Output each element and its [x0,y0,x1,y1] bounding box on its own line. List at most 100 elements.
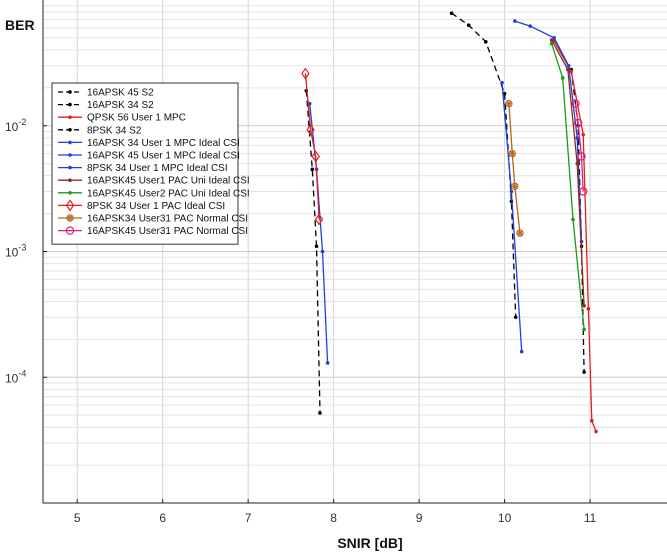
star-marker-cross [66,214,74,222]
series-7 [500,80,524,354]
circle-marker [573,118,583,128]
dot-marker [314,244,319,249]
series-8 [549,38,586,308]
dot-marker [68,153,72,157]
x-tick-label: 6 [159,511,166,525]
series-layer [301,11,598,434]
legend-label: 16APSK34 User31 PAC Normal CSI [87,214,248,225]
legend-item: 8PSK 34 S2 [58,125,142,136]
series-line [304,73,320,220]
dot-marker [68,140,72,145]
legend-item: 16APSK 45 User 1 MPC Ideal CSI [58,151,240,162]
dot-marker [68,115,72,119]
dot-marker [589,419,594,423]
circle-marker [579,187,588,196]
legend-label: 16APSK45 User1 PAC Uni Ideal CSI [87,176,250,187]
legend-item: 16APSK 34 S2 [58,100,154,111]
legend-label: 16APSK 34 S2 [87,100,154,111]
series-line [309,103,329,363]
dot-marker [575,136,580,140]
dot-marker [68,102,72,107]
dot-marker [586,307,591,311]
dot-marker [560,76,565,80]
x-tick-label: 8 [330,511,337,525]
x-tick-label: 7 [245,511,252,525]
dot-marker [68,128,72,132]
diamond-marker [311,150,320,163]
x-tick-label: 11 [584,511,597,525]
circle-marker [577,152,586,161]
series-9 [549,41,586,332]
series-11 [505,99,524,237]
circle-marker [571,99,580,108]
dot-marker [582,303,586,308]
diamond-marker [301,67,310,80]
y-tick-label: 10-4 [5,368,26,385]
series-5 [307,101,330,365]
diamond-marker [65,199,75,212]
dot-marker [318,411,322,415]
legend-item: 16APSK34 User31 PAC Normal CSI [58,214,248,225]
series-line [451,12,517,318]
diamond-marker [306,123,315,136]
circle-marker [65,226,75,235]
dot-marker [466,23,471,28]
legend-item: 16APSK45 User31 PAC Normal CSI [58,226,248,237]
legend-item: 8PSK 34 User 1 MPC Ideal CSI [58,163,228,174]
dot-marker [528,24,533,28]
x-tick-label: 9 [416,511,423,525]
dot-marker [571,217,575,222]
legend-box [51,82,239,245]
dot-marker [594,429,598,434]
star-marker-cross [516,229,524,237]
star-marker-cross [508,150,516,158]
dot-marker [569,69,574,74]
series-line [508,103,521,234]
dot-marker [549,41,554,46]
y-tick-label: 10-2 [5,117,26,134]
legend-item: 16APSK 34 User 1 MPC Ideal CSI [58,138,240,149]
dot-marker [549,38,554,42]
dot-marker [509,189,514,194]
y-tick-label: 10-3 [5,243,26,260]
legend-item: QPSK 56 User 1 MPC [58,113,186,124]
dot-marker [483,40,488,44]
dot-marker [575,161,580,166]
dot-marker [582,327,586,332]
dot-marker [566,67,570,72]
dot-marker [566,63,571,68]
dot-marker [582,370,586,374]
dot-marker [449,11,454,16]
dot-marker [68,90,72,94]
dot-marker [310,167,315,172]
legend-label: 8PSK 34 User 1 PAC Ideal CSI [87,201,225,212]
legend-item: 16APSK45 User2 PAC Uni Ideal CSI [58,188,250,199]
dot-marker [320,249,325,254]
star-marker-cross [505,100,513,108]
dot-marker [68,191,72,195]
dot-marker [513,315,518,320]
dot-marker [68,178,72,182]
legend-label: 8PSK 34 User 1 MPC Ideal CSI [87,163,228,174]
x-tick-label: 10 [498,511,512,525]
x-axis-label: SNIR [dB] [337,535,402,551]
axes-layer: 5 6 7 8 9 10 11 10-2 10-3 10-4 [5,0,667,525]
legend-label: 8PSK 34 S2 [87,125,142,136]
legend-item: 16APSK 45 S2 [58,88,154,99]
y-axis-label: BER [5,17,35,33]
legend-label: QPSK 56 User 1 MPC [87,113,186,124]
dot-marker [502,91,507,96]
legend-item: 8PSK 34 User 1 PAC Ideal CSI [58,199,225,212]
dot-marker [500,80,504,85]
legend-label: 16APSK 45 S2 [87,88,154,99]
legend-label: 16APSK 45 User 1 MPC Ideal CSI [87,151,240,162]
legend-label: 16APSK45 User2 PAC Uni Ideal CSI [87,188,250,199]
star-marker-cross [511,182,519,190]
series-10 [301,67,324,226]
dot-marker [552,36,556,40]
dot-marker [581,132,586,137]
x-tick-label: 5 [74,511,81,525]
